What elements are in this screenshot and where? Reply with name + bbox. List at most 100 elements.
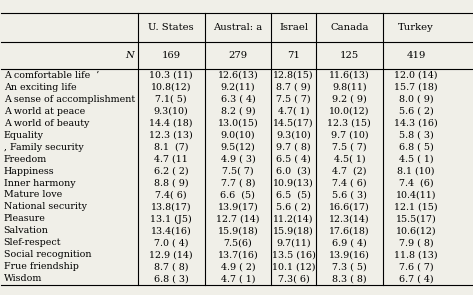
Text: 9.7(11): 9.7(11) [276,238,311,248]
Text: Israel: Israel [279,23,308,32]
Text: 11.8 (13): 11.8 (13) [394,250,438,259]
Text: 7.5 ( 7): 7.5 ( 7) [332,142,367,152]
Text: 5.6 ( 2): 5.6 ( 2) [276,202,311,212]
Text: 4.7( 1): 4.7( 1) [278,106,309,116]
Text: 6.2 ( 2): 6.2 ( 2) [154,166,188,176]
Text: 4.5( 1): 4.5( 1) [333,155,365,163]
Text: 7.5( 7): 7.5( 7) [222,166,254,176]
Text: 9.7 ( 8): 9.7 ( 8) [276,142,311,152]
Text: 12.3 (15): 12.3 (15) [327,119,371,128]
Text: 7.3 ( 5): 7.3 ( 5) [332,262,367,271]
Text: 13.9(17): 13.9(17) [218,202,258,212]
Text: 13.7(16): 13.7(16) [218,250,258,259]
Text: Mature love: Mature love [4,191,62,199]
Text: Social recognition: Social recognition [4,250,91,259]
Text: Turkey: Turkey [398,23,434,32]
Text: 419: 419 [406,51,426,60]
Text: 125: 125 [340,51,359,60]
Text: 6.9 ( 4): 6.9 ( 4) [332,238,367,248]
Text: Slef-respect: Slef-respect [4,238,61,248]
Text: 13.0(15): 13.0(15) [218,119,258,128]
Text: 4.9 ( 3): 4.9 ( 3) [220,155,255,163]
Text: 12.3 (13): 12.3 (13) [149,131,193,140]
Text: 4.9 ( 2): 4.9 ( 2) [220,262,255,271]
Text: 11.2(14): 11.2(14) [273,214,314,223]
Text: 8.3 ( 8): 8.3 ( 8) [332,274,367,283]
Text: 7.7 ( 8): 7.7 ( 8) [221,178,255,188]
Text: 12.1 (15): 12.1 (15) [394,202,438,212]
Text: Austral: a: Austral: a [213,23,263,32]
Text: 8.8 ( 9): 8.8 ( 9) [154,178,188,188]
Text: 9.3(10): 9.3(10) [154,106,189,116]
Text: 4.7 ( 1): 4.7 ( 1) [221,274,255,283]
Text: 15.9(18): 15.9(18) [273,227,314,235]
Text: 10.0(12): 10.0(12) [329,106,369,116]
Text: A world of beauty: A world of beauty [4,119,89,128]
Text: 12.9 (14): 12.9 (14) [149,250,193,259]
Text: Pleasure: Pleasure [4,214,45,223]
Text: 6.5 ( 4): 6.5 ( 4) [276,155,311,163]
Text: National security: National security [4,202,87,212]
Text: Happiness: Happiness [4,166,54,176]
Text: 10.9(13): 10.9(13) [273,178,314,188]
Text: 5.8 ( 3): 5.8 ( 3) [399,131,433,140]
Text: 9.3(10): 9.3(10) [276,131,311,140]
Text: Frue friendship: Frue friendship [4,262,79,271]
Text: 15.7 (18): 15.7 (18) [394,83,438,92]
Text: A sense of accomplishment: A sense of accomplishment [4,95,135,104]
Text: 17.6(18): 17.6(18) [329,227,370,235]
Text: U. States: U. States [149,23,194,32]
Text: 10.1 (12): 10.1 (12) [272,262,315,271]
Text: 9.0(10): 9.0(10) [220,131,255,140]
Text: Wisdom: Wisdom [4,274,42,283]
Text: Inner harmony: Inner harmony [4,178,75,188]
Text: 8.7 ( 9): 8.7 ( 9) [276,83,311,92]
Text: 13.1 (J5): 13.1 (J5) [150,214,192,224]
Text: 7.1( 5): 7.1( 5) [155,95,187,104]
Text: An exciting life: An exciting life [4,83,76,92]
Text: 6.8 ( 5): 6.8 ( 5) [399,142,433,152]
Text: 14.4 (18): 14.4 (18) [149,119,193,128]
Text: 6.7 ( 4): 6.7 ( 4) [399,274,433,283]
Text: 13.5 (16): 13.5 (16) [272,250,315,259]
Text: 7.4 ( 6): 7.4 ( 6) [332,178,367,188]
Text: 6.6  (5): 6.6 (5) [220,191,255,199]
Text: 9.2(11): 9.2(11) [220,83,255,92]
Text: 6.3 ( 4): 6.3 ( 4) [220,95,255,104]
Text: 10.8(12): 10.8(12) [151,83,192,92]
Text: 7.0 ( 4): 7.0 ( 4) [154,238,188,248]
Text: Equality: Equality [4,131,44,140]
Text: 10.3 (11): 10.3 (11) [149,71,193,80]
Text: Salvation: Salvation [4,227,49,235]
Text: 6.0  (3): 6.0 (3) [276,166,311,176]
Text: 169: 169 [162,51,181,60]
Text: 4.5 ( 1): 4.5 ( 1) [399,155,433,163]
Text: 12.3(14): 12.3(14) [329,214,370,223]
Text: 4.7 (11: 4.7 (11 [154,155,188,163]
Text: A comfortable life  ’: A comfortable life ’ [4,71,99,80]
Text: 16.6(17): 16.6(17) [329,202,370,212]
Text: 6.8 ( 3): 6.8 ( 3) [154,274,189,283]
Text: 14.3 (16): 14.3 (16) [394,119,438,128]
Text: 10.4(11): 10.4(11) [396,191,437,199]
Text: 9.8(11): 9.8(11) [332,83,367,92]
Text: 4.7  (2): 4.7 (2) [332,166,367,176]
Text: Canada: Canada [330,23,368,32]
Text: 8.1 (10): 8.1 (10) [397,166,435,176]
Text: 12.0 (14): 12.0 (14) [394,71,438,80]
Text: 9.7 (10): 9.7 (10) [331,131,368,140]
Text: 7.6 ( 7): 7.6 ( 7) [399,262,433,271]
Text: 9.2 ( 9): 9.2 ( 9) [332,95,367,104]
Text: 8.7 ( 8): 8.7 ( 8) [154,262,188,271]
Text: A world at peace: A world at peace [4,106,85,116]
Text: 9.5(12): 9.5(12) [220,142,255,152]
Text: 7.4( 6): 7.4( 6) [155,191,187,199]
Text: 15.5(17): 15.5(17) [396,214,437,223]
Text: , Family security: , Family security [4,142,84,152]
Text: 7.5(6): 7.5(6) [224,238,252,248]
Text: 13.9(16): 13.9(16) [329,250,370,259]
Text: 7.4  (6): 7.4 (6) [399,178,433,188]
Text: 13.4(16): 13.4(16) [151,227,192,235]
Text: N: N [125,51,134,60]
Text: 5.6 ( 2): 5.6 ( 2) [399,106,433,116]
